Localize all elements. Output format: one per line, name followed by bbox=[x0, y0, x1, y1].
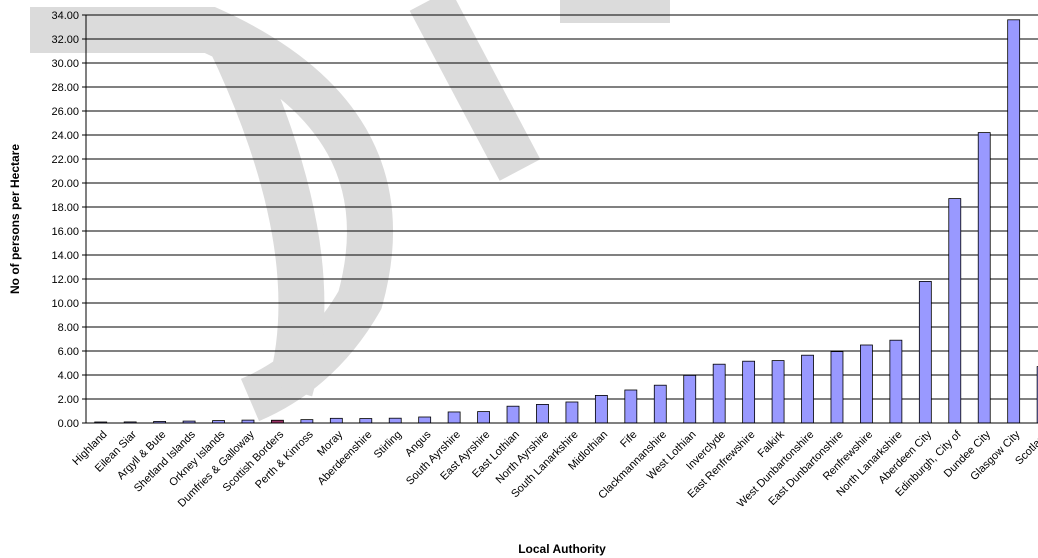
bar bbox=[594, 394, 608, 424]
y-tick-label: 6.00 bbox=[58, 346, 79, 358]
bar bbox=[712, 363, 726, 424]
y-tick-label: 32.00 bbox=[51, 34, 79, 46]
y-tick-label: 30.00 bbox=[51, 58, 79, 70]
watermark-draft bbox=[30, 0, 670, 422]
bar bbox=[506, 405, 520, 424]
x-tick-label: Fife bbox=[618, 429, 639, 450]
bar bbox=[329, 417, 343, 424]
bar bbox=[1007, 19, 1021, 424]
y-tick-label: 12.00 bbox=[51, 274, 79, 286]
bar bbox=[977, 132, 991, 424]
gridlines bbox=[86, 14, 1038, 400]
y-tick-label: 10.00 bbox=[51, 298, 79, 310]
bar bbox=[477, 411, 490, 424]
y-axis-title: No of persons per Hectare bbox=[8, 144, 22, 294]
bar bbox=[742, 360, 756, 424]
y-tick-label: 8.00 bbox=[58, 322, 79, 334]
bar bbox=[860, 344, 873, 424]
y-tick-label: 16.00 bbox=[51, 226, 79, 238]
bar bbox=[565, 401, 579, 424]
y-tick-label: 24.00 bbox=[51, 130, 79, 142]
y-axis-ticks: 0.00 2.00 4.00 6.00 8.00 10.00 12.00 14.00 16.00… bbox=[51, 10, 86, 430]
y-tick-label: 28.00 bbox=[51, 82, 79, 94]
x-axis-title: Local Authority bbox=[518, 542, 606, 556]
bar bbox=[388, 417, 402, 424]
bar bbox=[918, 280, 932, 424]
y-tick-label: 4.00 bbox=[58, 370, 79, 382]
y-tick-label: 34.00 bbox=[51, 10, 79, 22]
y-tick-label: 18.00 bbox=[51, 202, 79, 214]
bar bbox=[447, 411, 461, 424]
y-tick-label: 2.00 bbox=[58, 394, 79, 406]
bar bbox=[300, 419, 314, 424]
bar bbox=[536, 403, 549, 424]
bar bbox=[359, 418, 373, 424]
x-tick-label: Stirling bbox=[372, 429, 404, 461]
bar bbox=[889, 339, 903, 424]
bar bbox=[801, 354, 814, 424]
bar bbox=[653, 384, 667, 424]
bar bbox=[624, 389, 638, 424]
y-tick-label: 20.00 bbox=[51, 178, 79, 190]
bar bbox=[683, 374, 697, 424]
y-tick-label: 26.00 bbox=[51, 106, 79, 118]
y-tick-label: 14.00 bbox=[51, 250, 79, 262]
bar bbox=[830, 351, 844, 424]
bar bbox=[948, 198, 962, 424]
bars bbox=[94, 19, 1038, 424]
bar bbox=[418, 416, 432, 424]
bar bbox=[771, 360, 785, 424]
y-tick-label: 22.00 bbox=[51, 154, 79, 166]
axes bbox=[85, 15, 1038, 424]
y-tick-label: 0.00 bbox=[58, 418, 79, 430]
x-tick-label: Aberdeenshire bbox=[316, 429, 375, 488]
